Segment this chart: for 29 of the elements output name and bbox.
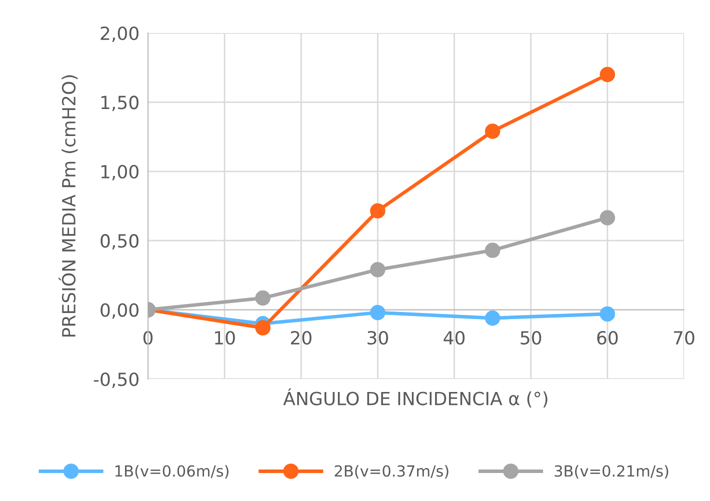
- point: [255, 290, 270, 306]
- y-axis-title: PRESIÓN MEDIA Pm (cmH2O): [58, 75, 78, 336]
- y-tick-label: 0,50: [100, 234, 138, 250]
- y-tick-label: -0,50: [94, 372, 138, 388]
- y-tick-label: 0,00: [100, 303, 138, 319]
- x-tick-label: 70: [674, 330, 694, 345]
- x-tick-label: 50: [520, 330, 542, 345]
- x-tick-label: 40: [444, 330, 465, 345]
- point: [370, 262, 386, 278]
- x-tick-label: 30: [368, 330, 388, 345]
- point: [484, 310, 500, 326]
- point: [484, 242, 500, 258]
- legend-label: 2B(v=0.37m/s): [334, 464, 448, 479]
- x-tick-label: 20: [290, 330, 312, 345]
- y-tick-label: 2,00: [100, 26, 138, 42]
- x-tick-label: 10: [215, 330, 235, 345]
- point: [600, 210, 616, 226]
- legend-label: 3B(v=0.21m/s): [554, 464, 668, 479]
- point: [600, 306, 616, 322]
- point: [370, 203, 386, 218]
- point: [370, 304, 386, 320]
- legend-label: 1B(v=0.06m/s): [115, 464, 228, 479]
- x-axis-title: ÁNGULO DE INCIDENCIA α (°): [283, 388, 548, 408]
- y-tick-label: 1,50: [101, 96, 138, 112]
- x-tick-label: 60: [597, 330, 618, 345]
- point: [484, 124, 500, 139]
- point: [255, 320, 270, 336]
- y-tick-label: 1,00: [101, 164, 138, 180]
- point: [600, 66, 616, 82]
